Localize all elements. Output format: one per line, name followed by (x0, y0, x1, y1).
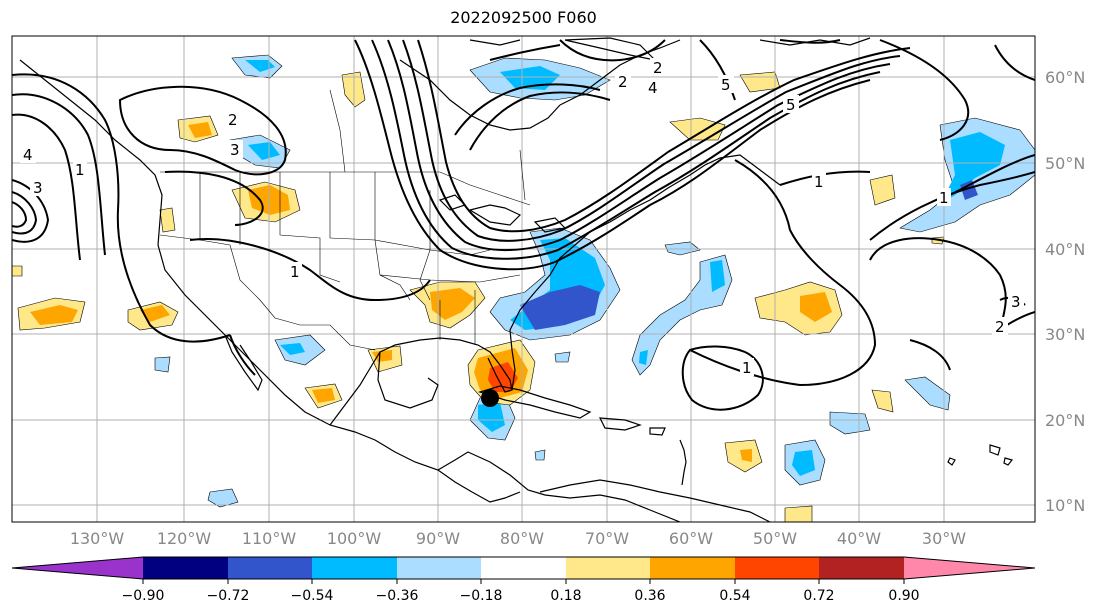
contour-label: 2 (618, 73, 628, 91)
contour-label: 4 (648, 79, 658, 97)
contour-label: 1 (290, 263, 300, 281)
colorbar-segment (397, 557, 481, 579)
map-border (11, 35, 1036, 523)
shaded-fields (12, 54, 1035, 522)
contour-label: 2 (995, 318, 1005, 336)
lat-label-20n: 20°N (1045, 411, 1085, 430)
colorbar-tick-label: −0.18 (460, 588, 503, 604)
political-borders (159, 89, 531, 351)
colorbar-segment (228, 557, 312, 579)
colorbar-tick-label: −0.54 (291, 588, 334, 604)
colorbar-segment (481, 557, 566, 579)
contour-label: 2 (653, 59, 663, 77)
lon-label-120w: 120°W (157, 529, 212, 548)
colorbar-segment (735, 557, 819, 579)
lon-label-70w: 70°W (585, 529, 629, 548)
storm-center-marker (481, 389, 499, 407)
map-title: 2022092500 F060 (450, 8, 597, 27)
contour-label: 3 (33, 179, 43, 197)
colorbar-tick-label: −0.36 (376, 588, 419, 604)
colorbar-tick-label: 0.54 (719, 588, 750, 604)
lon-label-50w: 50°W (753, 529, 797, 548)
colorbar-max-extension (904, 557, 1035, 579)
lat-label-40n: 40°N (1045, 240, 1085, 259)
contour-label: 5 (721, 76, 731, 94)
longitude-labels: 130°W 120°W 110°W 100°W 90°W 80°W 70°W 6… (70, 529, 966, 548)
lat-label-10n: 10°N (1045, 496, 1085, 515)
contour-label: 2 (228, 111, 238, 129)
contour-label: 1 (939, 189, 949, 207)
colorbar: −0.90 −0.72 −0.54 −0.36 −0.18 0.18 0.36 … (11, 556, 1036, 604)
contour-label: 5 (786, 96, 796, 114)
lon-label-100w: 100°W (327, 529, 382, 548)
lon-label-40w: 40°W (837, 529, 881, 548)
colorbar-segment (566, 557, 650, 579)
contour-label-group: 2 3 2 5 4 5 2 4 3 1 1 1 3 2 1 1 (20, 58, 1024, 377)
colorbar-segment (650, 557, 735, 579)
lon-label-30w: 30°W (922, 529, 966, 548)
lon-label-110w: 110°W (242, 529, 297, 548)
colorbar-tick-label: −0.90 (122, 588, 165, 604)
contour-label: 3 (230, 141, 240, 159)
contour-label: 4 (23, 146, 33, 164)
lat-label-60n: 60°N (1045, 68, 1085, 87)
colorbar-min-extension (12, 557, 143, 579)
latitude-labels: 60°N 50°N 40°N 30°N 20°N 10°N (1045, 68, 1085, 515)
contour-label: 1 (75, 161, 85, 179)
colorbar-tick-label: 0.72 (803, 588, 834, 604)
colorbar-tick-label: 0.18 (550, 588, 581, 604)
lon-label-60w: 60°W (669, 529, 713, 548)
colorbar-tick-label: 0.90 (888, 588, 919, 604)
grid-lines (12, 36, 1035, 522)
colorbar-ticks (142, 579, 905, 584)
colorbar-tick-label: −0.72 (207, 588, 250, 604)
lon-label-90w: 90°W (416, 529, 460, 548)
colorbar-tick-label: 0.36 (634, 588, 665, 604)
lon-label-80w: 80°W (500, 529, 544, 548)
contour-lines (12, 39, 1035, 411)
contour-label: 3 (1011, 293, 1021, 311)
lon-label-130w: 130°W (70, 529, 125, 548)
colorbar-segment (819, 557, 904, 579)
colorbar-segment (312, 557, 397, 579)
map-frame (12, 36, 1035, 522)
contour-label: 1 (742, 359, 752, 377)
contour-label: 1 (814, 173, 824, 191)
lat-label-30n: 30°N (1045, 325, 1085, 344)
lat-label-50n: 50°N (1045, 154, 1085, 173)
colorbar-segment (143, 557, 228, 579)
